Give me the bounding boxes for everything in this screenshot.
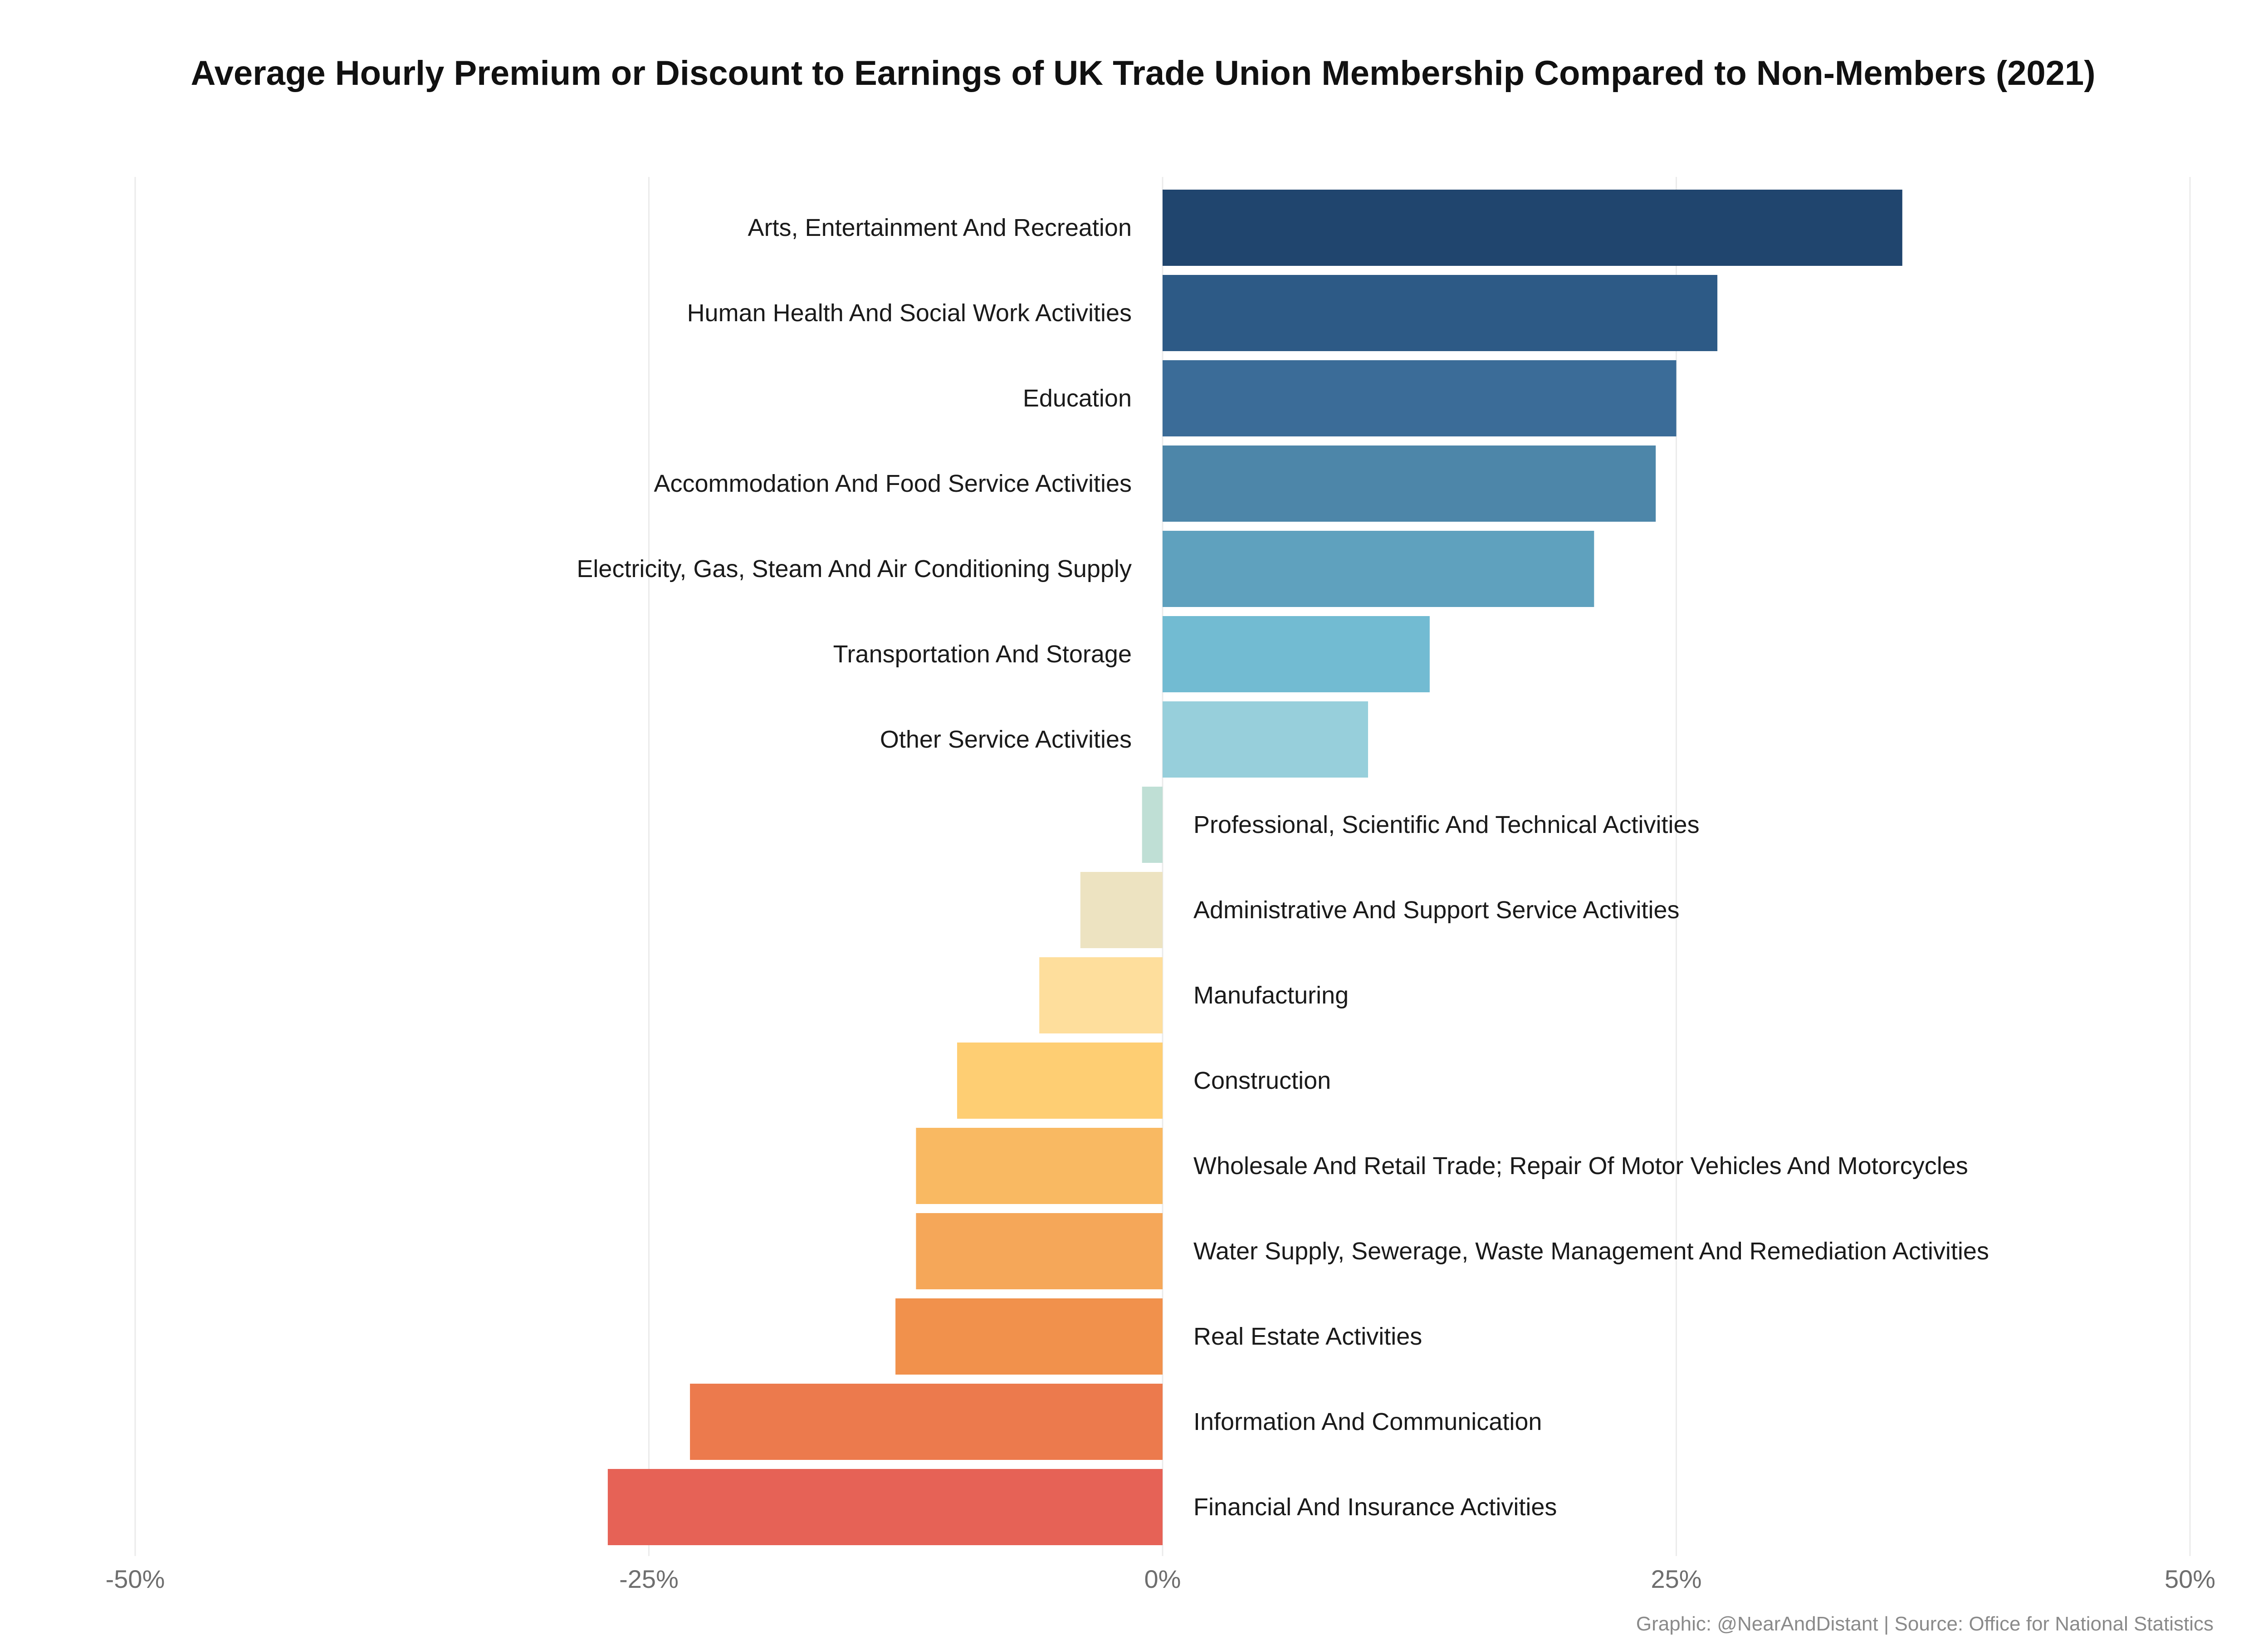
bar [1080,872,1163,948]
category-label: Electricity, Gas, Steam And Air Conditio… [577,555,1132,583]
x-tick-label: 0% [1144,1565,1181,1593]
bar [916,1128,1163,1204]
bar [1163,190,1902,266]
category-label: Professional, Scientific And Technical A… [1193,811,1700,838]
bar [957,1043,1163,1119]
bar [1039,957,1163,1033]
category-label: Real Estate Activities [1193,1323,1422,1350]
category-label: Information And Communication [1193,1408,1542,1435]
bars [607,190,1902,1545]
category-label: Construction [1193,1067,1331,1094]
category-label: Wholesale And Retail Trade; Repair Of Mo… [1193,1152,1968,1180]
category-label: Accommodation And Food Service Activitie… [654,470,1132,497]
bar [1163,701,1368,778]
bar [1163,445,1656,522]
x-tick-label: 25% [1651,1565,1701,1593]
x-axis-ticks: -50% -25% 0% 25% 50% [106,1565,2215,1593]
category-label: Water Supply, Sewerage, Waste Management… [1193,1238,1989,1265]
bar [1142,787,1163,863]
bar [1163,360,1677,436]
x-tick-label: 50% [2165,1565,2215,1593]
chart-title: Average Hourly Premium or Discount to Ea… [191,54,2096,93]
x-tick-label: -25% [619,1565,679,1593]
category-label: Education [1023,385,1132,412]
category-labels: Arts, Entertainment And Recreation Human … [577,214,1989,1521]
category-label: Financial And Insurance Activities [1193,1493,1557,1521]
category-label: Arts, Entertainment And Recreation [748,214,1132,241]
source-caption: Graphic: @NearAndDistant | Source: Offic… [1636,1613,2214,1635]
bar [916,1213,1163,1289]
bar [1163,275,1718,351]
category-label: Transportation And Storage [833,641,1132,668]
bar [607,1469,1163,1545]
category-label: Other Service Activities [880,726,1132,753]
category-label: Manufacturing [1193,982,1349,1009]
bar [1163,531,1594,607]
bar [690,1384,1163,1460]
bar [895,1298,1163,1375]
category-label: Human Health And Social Work Activities [687,299,1132,327]
category-label: Administrative And Support Service Activ… [1193,896,1679,924]
x-tick-label: -50% [106,1565,165,1593]
bar [1163,616,1430,692]
